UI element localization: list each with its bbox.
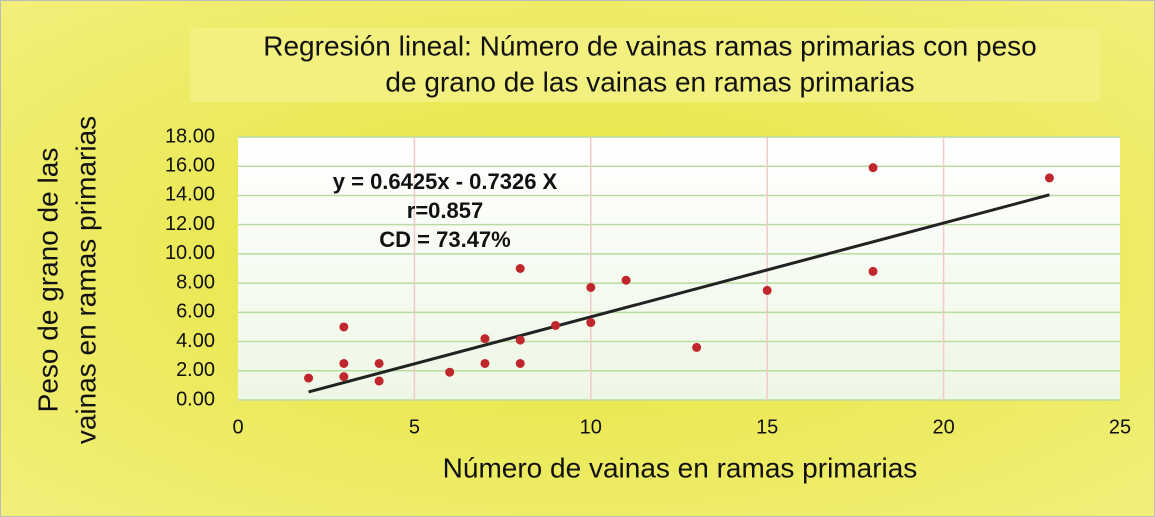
plot-area xyxy=(238,137,1120,400)
annotation: CD = 73.47% xyxy=(379,227,510,252)
x-tick-label: 25 xyxy=(1109,416,1131,438)
point xyxy=(1044,173,1054,183)
y-tick-label: 6.00 xyxy=(176,301,215,323)
point xyxy=(586,282,596,292)
point xyxy=(621,275,631,285)
x-tick-label: 10 xyxy=(580,416,602,438)
title-box xyxy=(190,28,1100,102)
point xyxy=(515,358,525,368)
point xyxy=(480,334,490,344)
point xyxy=(692,342,702,352)
point xyxy=(762,285,772,295)
point xyxy=(374,376,384,386)
y-tick-label: 14.00 xyxy=(165,184,215,206)
chart-title: de grano de las vainas en ramas primaria… xyxy=(385,66,914,97)
point xyxy=(868,163,878,173)
x-tick-label: 15 xyxy=(756,416,778,438)
point xyxy=(480,358,490,368)
point xyxy=(515,335,525,345)
point xyxy=(339,358,349,368)
x-tick-label: 5 xyxy=(409,416,420,438)
point xyxy=(515,264,525,273)
y-axis-label: vainas en ramas primarias xyxy=(70,116,101,444)
y-tick-label: 0.00 xyxy=(176,388,215,410)
point xyxy=(445,367,455,377)
y-tick-label: 16.00 xyxy=(165,155,215,177)
point xyxy=(586,318,596,328)
trendline xyxy=(308,193,1050,394)
annotation: y = 0.6425x - 0.7326 X xyxy=(333,169,558,194)
point xyxy=(304,373,314,383)
point xyxy=(374,358,384,368)
y-tick-label: 18.00 xyxy=(165,125,215,147)
y-tick-label: 2.00 xyxy=(176,359,215,381)
y-tick-label: 8.00 xyxy=(176,271,215,293)
point xyxy=(551,320,561,330)
point xyxy=(868,266,878,276)
y-tick-label: 10.00 xyxy=(165,242,215,264)
point xyxy=(339,372,349,382)
chart-title: Regresión lineal: Número de vainas ramas… xyxy=(263,30,1036,61)
x-axis-label: Número de vainas en ramas primarias xyxy=(443,452,918,483)
x-tick-label: 0 xyxy=(232,416,243,438)
annotation: r=0.857 xyxy=(407,198,483,223)
x-tick-label: 20 xyxy=(932,416,954,438)
y-axis-label: Peso de grano de las xyxy=(32,148,63,413)
y-tick-label: 4.00 xyxy=(176,330,215,352)
point xyxy=(339,322,349,332)
y-tick-label: 12.00 xyxy=(165,213,215,235)
